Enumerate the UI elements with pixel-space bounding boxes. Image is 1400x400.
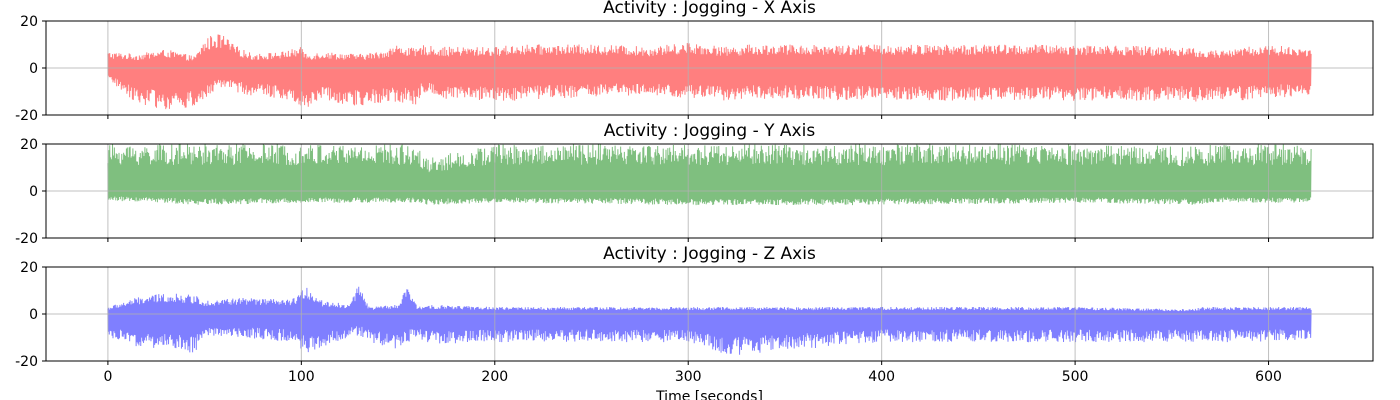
x-tick-label: 600 — [1255, 369, 1282, 385]
x-axis-label: Time [seconds] — [655, 389, 763, 400]
y-tick-label: -20 — [15, 231, 38, 247]
signal-line-x — [107, 34, 1312, 110]
y-tick-label: 20 — [20, 260, 38, 276]
y-tick-label: 20 — [20, 14, 38, 30]
y-tick-label: 20 — [20, 137, 38, 153]
subplot-y-axis: -20 0 20 Activity : Jogging - Y Axis — [15, 121, 1374, 247]
subplot-title: Activity : Jogging - X Axis — [603, 0, 816, 18]
x-tick-label: 0 — [103, 369, 112, 385]
x-tick-label: 200 — [481, 369, 508, 385]
x-tick-label: 500 — [1062, 369, 1089, 385]
y-tick-label: -20 — [15, 354, 38, 370]
x-tick-label: 400 — [868, 369, 895, 385]
y-tick-label: 0 — [29, 184, 38, 200]
subplot-title: Activity : Jogging - Z Axis — [603, 244, 816, 264]
signal-line-z — [107, 286, 1312, 355]
subplot-title: Activity : Jogging - Y Axis — [604, 121, 816, 141]
y-tick-label: -20 — [15, 108, 38, 124]
signal-line-y — [107, 144, 1312, 206]
subplot-x-axis: -20 0 20 Activity : Jogging - X Axis — [15, 0, 1374, 124]
y-tick-label: 0 — [29, 307, 38, 323]
x-tick-label: 300 — [675, 369, 702, 385]
x-tick-label: 100 — [288, 369, 315, 385]
y-tick-label: 0 — [29, 61, 38, 77]
